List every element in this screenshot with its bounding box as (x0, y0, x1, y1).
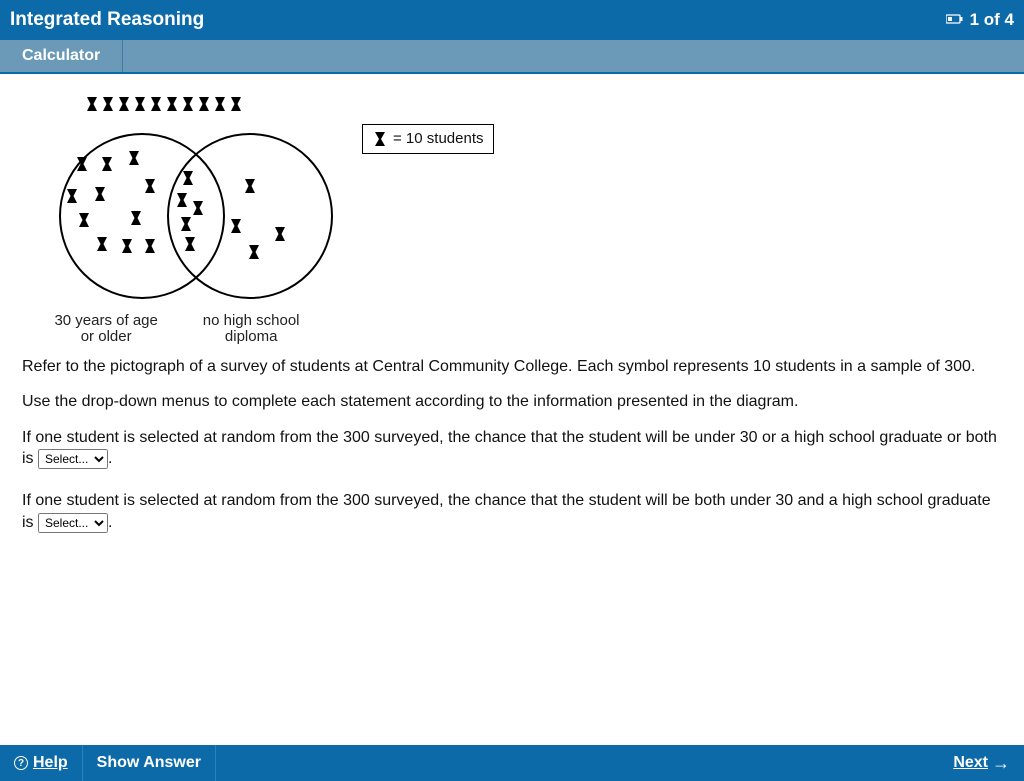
footer-left: ? Help Show Answer (0, 745, 216, 781)
progress-indicator: 1 of 4 (946, 10, 1014, 30)
show-answer-button[interactable]: Show Answer (83, 745, 216, 781)
calculator-tab[interactable]: Calculator (0, 40, 123, 72)
statement-1-dropdown[interactable]: Select... (38, 449, 108, 469)
statement-2: If one student is selected at random fro… (22, 490, 1002, 533)
help-label: Help (33, 754, 68, 772)
footer-bar: ? Help Show Answer Next → (0, 745, 1024, 781)
show-answer-label: Show Answer (97, 754, 201, 772)
page-title: Integrated Reasoning (10, 9, 204, 31)
help-icon: ? (14, 756, 28, 770)
statement-2-period: . (108, 514, 112, 531)
progress-icon (946, 10, 964, 30)
next-label: Next (953, 754, 988, 772)
statement-2-prefix: If one student is selected at random fro… (22, 492, 991, 531)
venn-label-left: 30 years of age or older (54, 313, 157, 346)
legend-text: = 10 students (393, 129, 483, 149)
next-button[interactable]: Next → (939, 753, 1024, 774)
help-button[interactable]: ? Help (0, 745, 83, 781)
diagram-row: 30 years of age or older no high school … (22, 86, 1002, 346)
statement-1-prefix: If one student is selected at random fro… (22, 429, 997, 468)
statement-1: If one student is selected at random fro… (22, 427, 1002, 470)
intro-text: Refer to the pictograph of a survey of s… (22, 356, 1002, 378)
content-area: 30 years of age or older no high school … (0, 74, 1024, 533)
header-bar: Integrated Reasoning 1 of 4 (0, 0, 1024, 40)
legend-symbol-icon (373, 130, 387, 148)
instruction-text: Use the drop-down menus to complete each… (22, 391, 1002, 413)
arrow-right-icon: → (992, 753, 1010, 774)
venn-labels: 30 years of age or older no high school … (32, 313, 322, 346)
statement-2-dropdown[interactable]: Select... (38, 513, 108, 533)
venn-label-right: no high school diploma (203, 313, 300, 346)
venn-pictograph: 30 years of age or older no high school … (22, 86, 342, 346)
sub-toolbar: Calculator (0, 40, 1024, 72)
progress-text: 1 of 4 (970, 10, 1014, 30)
statement-1-period: . (108, 450, 112, 467)
legend-box: = 10 students (362, 124, 494, 154)
calculator-label: Calculator (22, 47, 100, 65)
